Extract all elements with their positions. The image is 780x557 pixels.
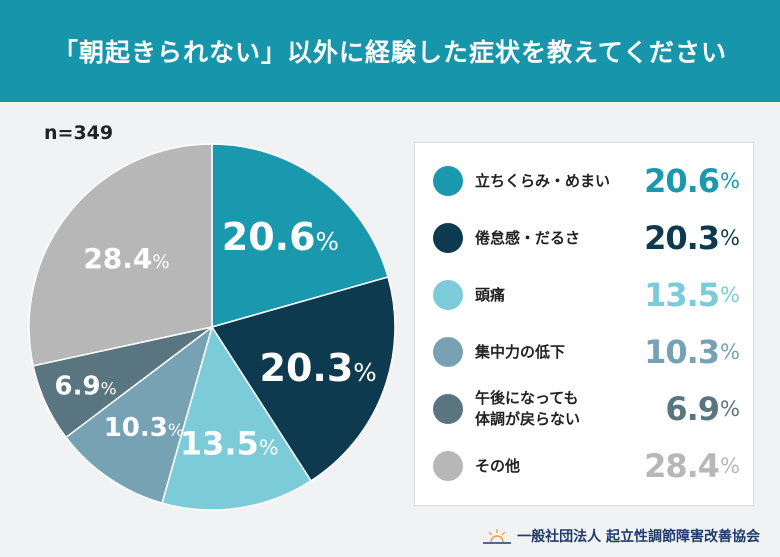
legend-swatch — [433, 337, 463, 367]
legend-item: 頭痛 13.5% — [433, 269, 740, 321]
legend-swatch — [433, 166, 463, 196]
pie-data-label: 20.6% — [222, 215, 339, 259]
pie-chart: 20.6% 20.3% 13.5%10.3% 6.9% 28.4% — [28, 143, 396, 511]
legend: 立ちくらみ・めまい 20.6% 倦怠感・だるさ 20.3% 頭痛 13.5% 集中力の低下 1… — [414, 142, 754, 506]
organization-name: 一般社団法人 起立性調節障害改善協会 — [517, 529, 760, 545]
pie-slice — [64, 325, 214, 504]
legend-value: 6.9% — [665, 390, 740, 428]
pie-data-label: 28.4% — [83, 242, 169, 275]
legend-label: 倦怠感・だるさ — [475, 228, 581, 247]
legend-swatch — [433, 451, 463, 481]
legend-item: 立ちくらみ・めまい 20.6% — [433, 155, 740, 207]
legend-value: 28.4% — [644, 447, 740, 485]
legend-swatch — [433, 280, 463, 310]
legend-value: 13.5% — [644, 276, 740, 314]
legend-label: 頭痛 — [475, 285, 506, 304]
legend-label: 集中力の低下 — [475, 342, 566, 361]
legend-item: 集中力の低下 10.3% — [433, 326, 740, 378]
legend-label: その他 — [475, 456, 521, 475]
pie-data-label: 6.9% — [55, 371, 117, 401]
legend-item: 午後になっても 体調が戻らない 6.9% — [433, 383, 740, 435]
pie-data-label: 10.3% — [104, 413, 184, 443]
legend-item: その他 28.4% — [433, 440, 740, 492]
footer: 一般社団法人 起立性調節障害改善協会 — [483, 526, 760, 546]
pie-data-label: 20.3% — [260, 346, 377, 390]
sunrise-icon — [483, 529, 512, 544]
pie-slice — [28, 143, 213, 367]
legend-swatch — [433, 223, 463, 253]
pie-slice — [211, 143, 389, 328]
pie-slice — [210, 276, 396, 482]
page-title: 「朝起きられない」以外に経験した症状を教えてください — [0, 0, 780, 102]
legend-value: 20.6% — [644, 162, 740, 200]
legend-value: 10.3% — [644, 333, 740, 371]
legend-value: 20.3% — [644, 219, 740, 257]
legend-item: 倦怠感・だるさ 20.3% — [433, 212, 740, 264]
legend-label: 立ちくらみ・めまい — [475, 171, 611, 190]
pie-data-label: 13.5% — [180, 424, 279, 462]
legend-swatch — [433, 394, 463, 424]
sample-size: n=349 — [44, 122, 114, 144]
legend-label: 午後になっても 体調が戻らない — [475, 389, 581, 428]
